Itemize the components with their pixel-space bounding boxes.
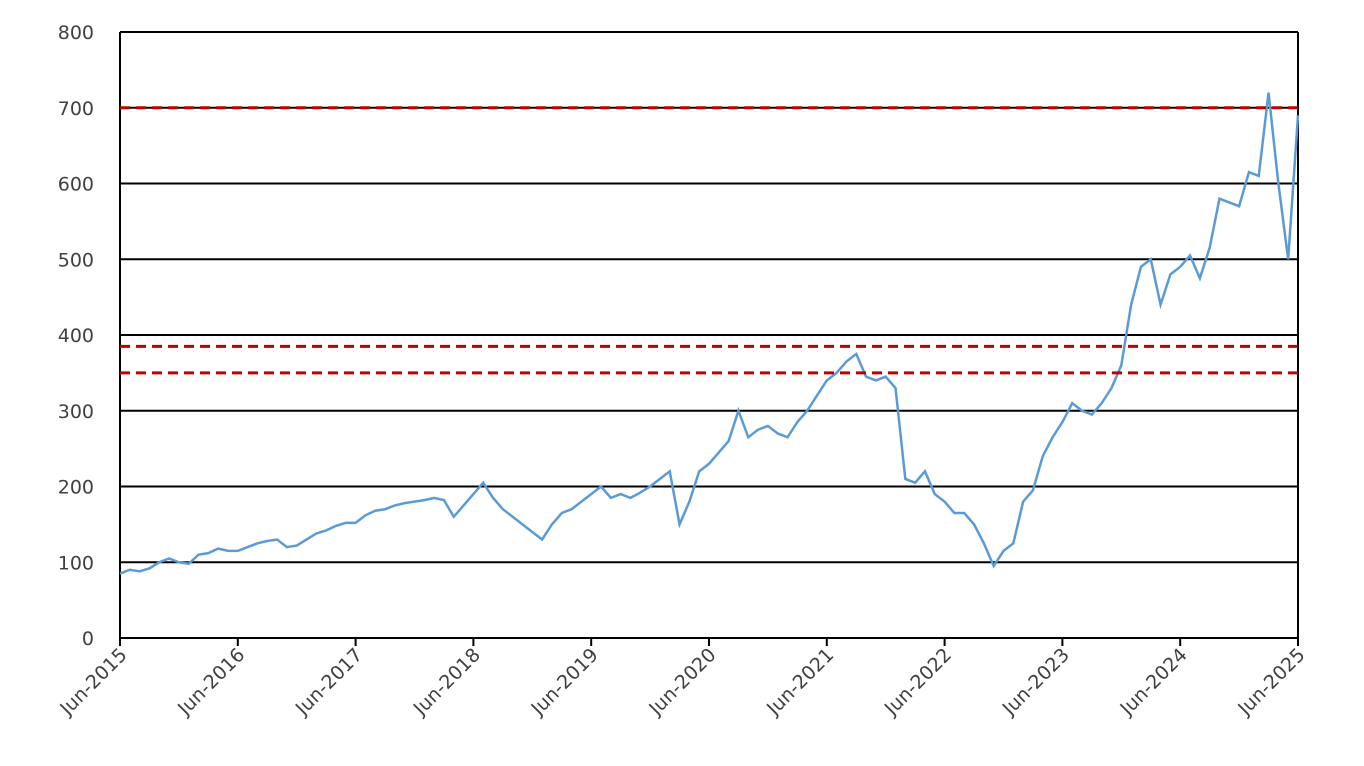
y-tick-label: 800	[58, 22, 94, 44]
y-tick-label: 300	[58, 401, 94, 423]
y-tick-label: 600	[58, 174, 94, 196]
y-tick-label: 400	[58, 325, 94, 347]
y-tick-label: 700	[58, 98, 94, 120]
y-tick-label: 500	[58, 249, 94, 271]
x-tick-label: Jun-2020	[644, 644, 720, 720]
x-tick-label: Jun-2019	[526, 644, 602, 720]
y-tick-label: 100	[58, 552, 94, 574]
x-tick-label: Jun-2018	[409, 644, 485, 720]
x-tick-label: Jun-2023	[998, 644, 1074, 720]
x-tick-label: Jun-2021	[762, 644, 838, 720]
y-tick-label: 200	[58, 477, 94, 499]
y-tick-label: 0	[82, 628, 94, 650]
x-tick-label: Jun-2015	[55, 644, 131, 720]
x-tick-label: Jun-2022	[880, 644, 956, 720]
x-tick-label: Jun-2024	[1115, 644, 1191, 720]
x-tick-label: Jun-2017	[291, 644, 367, 720]
x-tick-label: Jun-2016	[173, 644, 249, 720]
x-tick-label: Jun-2025	[1233, 644, 1309, 720]
series-line	[119, 92, 1300, 575]
